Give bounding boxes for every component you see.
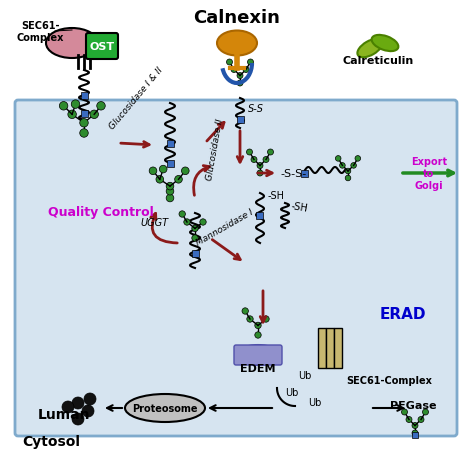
Bar [191, 250, 199, 257]
Circle shape [182, 168, 189, 175]
Text: UGGT: UGGT [140, 218, 168, 227]
Ellipse shape [372, 36, 398, 52]
Circle shape [231, 67, 237, 73]
Circle shape [243, 67, 249, 73]
Text: Mannosidase I: Mannosidase I [195, 207, 255, 247]
Circle shape [159, 166, 167, 174]
Circle shape [263, 157, 269, 163]
Circle shape [255, 323, 261, 329]
Circle shape [192, 235, 198, 242]
Circle shape [351, 163, 356, 169]
Text: PEGase: PEGase [390, 400, 437, 410]
Circle shape [68, 111, 76, 119]
Text: Cytosol: Cytosol [22, 434, 80, 448]
Circle shape [192, 226, 198, 232]
Circle shape [242, 308, 248, 314]
Circle shape [72, 397, 84, 409]
Ellipse shape [217, 31, 257, 56]
Ellipse shape [357, 40, 383, 58]
Text: SEC61-
Complex: SEC61- Complex [16, 21, 64, 43]
FancyBboxPatch shape [234, 345, 282, 365]
Text: Ub: Ub [285, 387, 298, 397]
Text: OST: OST [90, 42, 115, 52]
Circle shape [80, 119, 88, 128]
Text: Luman: Luman [38, 407, 91, 421]
Circle shape [418, 417, 424, 423]
Circle shape [227, 60, 233, 66]
Text: Proteosome: Proteosome [132, 403, 198, 413]
Circle shape [401, 409, 408, 415]
Text: Glucosidase I & II: Glucosidase I & II [108, 65, 165, 131]
Text: Export
to
Golgi: Export to Golgi [411, 157, 447, 190]
Text: Calnexin: Calnexin [193, 9, 281, 27]
Circle shape [71, 100, 80, 109]
Bar [166, 140, 173, 147]
Circle shape [149, 168, 157, 175]
Circle shape [422, 409, 428, 415]
Circle shape [336, 156, 341, 162]
Circle shape [255, 332, 261, 338]
Circle shape [200, 219, 206, 226]
Bar [81, 92, 88, 99]
Circle shape [97, 102, 105, 111]
Circle shape [82, 405, 94, 417]
Ellipse shape [125, 394, 205, 422]
FancyBboxPatch shape [86, 34, 118, 60]
Circle shape [257, 163, 263, 169]
Circle shape [237, 81, 243, 87]
Text: -SH: -SH [268, 191, 285, 200]
Circle shape [166, 188, 174, 195]
Text: Ub: Ub [298, 370, 311, 380]
Circle shape [179, 211, 185, 218]
Text: Quality Control: Quality Control [48, 206, 154, 219]
Circle shape [246, 150, 253, 156]
Circle shape [251, 157, 257, 163]
Circle shape [406, 417, 412, 423]
Text: Ub: Ub [308, 397, 321, 407]
Circle shape [175, 176, 182, 184]
Bar [166, 160, 173, 167]
Circle shape [247, 316, 253, 323]
Text: Glucosidase II: Glucosidase II [205, 118, 225, 181]
Circle shape [355, 156, 361, 162]
Text: Calreticulin: Calreticulin [342, 56, 414, 66]
Text: -SH: -SH [290, 201, 309, 213]
Circle shape [412, 430, 418, 436]
Circle shape [237, 73, 243, 79]
Bar [334, 328, 342, 368]
Bar [412, 432, 418, 438]
Circle shape [84, 393, 96, 405]
Circle shape [156, 176, 164, 184]
Circle shape [345, 176, 351, 181]
Bar [326, 328, 334, 368]
Text: ERAD: ERAD [380, 307, 427, 321]
Circle shape [62, 401, 74, 413]
Bar [301, 170, 309, 177]
Circle shape [247, 60, 254, 66]
Text: -S-S-: -S-S- [280, 169, 306, 179]
Ellipse shape [236, 345, 280, 365]
Circle shape [59, 102, 68, 111]
Bar [237, 116, 244, 123]
Circle shape [80, 130, 88, 138]
FancyBboxPatch shape [15, 101, 457, 436]
Circle shape [345, 169, 351, 175]
Ellipse shape [46, 29, 98, 59]
Circle shape [257, 171, 263, 176]
Text: S-S: S-S [248, 104, 264, 114]
Circle shape [166, 183, 174, 190]
Circle shape [412, 423, 418, 429]
Text: SEC61-Complex: SEC61-Complex [346, 375, 432, 385]
Circle shape [90, 111, 99, 119]
Circle shape [166, 195, 174, 202]
Bar [318, 328, 326, 368]
Circle shape [184, 219, 190, 226]
Circle shape [72, 413, 84, 425]
Circle shape [339, 163, 345, 169]
Bar [256, 212, 264, 219]
Circle shape [263, 316, 269, 323]
Text: EDEM: EDEM [240, 363, 276, 373]
Bar [81, 110, 88, 117]
Circle shape [267, 150, 273, 156]
